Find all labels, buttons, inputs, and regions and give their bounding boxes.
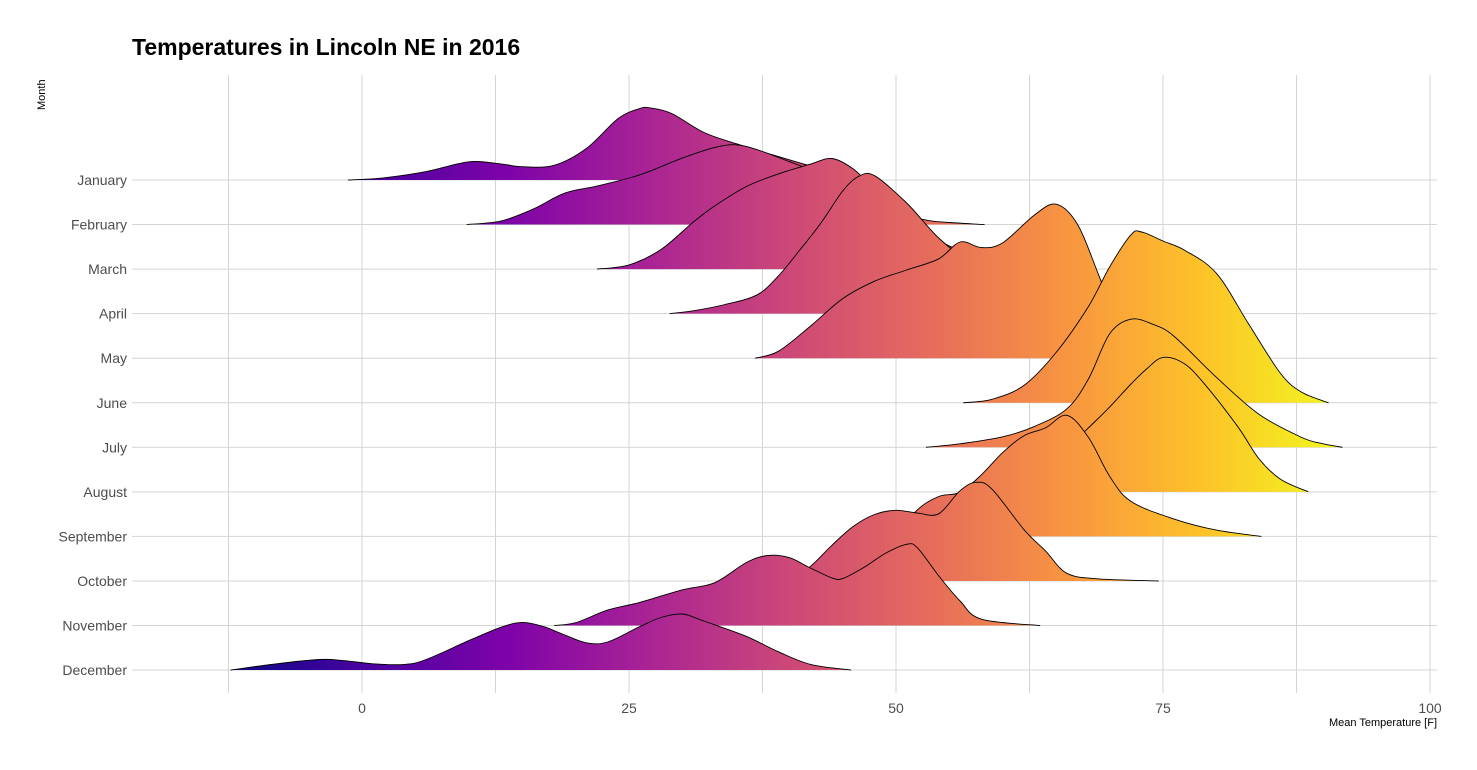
y-tick-november: November — [62, 618, 127, 634]
ridge-november — [554, 543, 1041, 626]
x-tick-labels: 0 25 50 75 100 — [358, 700, 1442, 716]
ridge-june — [963, 230, 1329, 403]
y-tick-september: September — [59, 528, 128, 544]
ridge-december — [230, 613, 852, 671]
y-tick-january: January — [77, 172, 127, 188]
ridge-outline-december — [230, 613, 852, 671]
ridge-outline-july — [925, 318, 1343, 448]
ridge-outline-june — [963, 230, 1329, 404]
y-tick-june: June — [97, 395, 128, 411]
y-tick-april: April — [99, 306, 127, 322]
y-tick-july: July — [102, 439, 127, 455]
y-tick-august: August — [83, 484, 127, 500]
x-tick-75: 75 — [1155, 700, 1171, 716]
x-tick-0: 0 — [358, 700, 366, 716]
density-ridges — [230, 106, 1343, 671]
y-tick-december: December — [62, 662, 127, 678]
y-tick-labels: January February March April May June July Augu… — [59, 172, 128, 678]
x-axis-title: Mean Temperature [F] — [1328, 717, 1437, 729]
x-tick-25: 25 — [621, 700, 637, 716]
x-tick-100: 100 — [1418, 700, 1442, 716]
ridge-outline-may — [754, 203, 1148, 359]
ridge-outline-october — [788, 481, 1159, 582]
ridge-outline-september — [895, 414, 1262, 537]
y-tick-october: October — [77, 573, 127, 589]
ridge-outline-november — [554, 543, 1041, 626]
chart-title: Temperatures in Lincoln NE in 2016 — [132, 34, 521, 60]
y-tick-may: May — [101, 350, 127, 366]
ridge-may — [755, 203, 1147, 359]
x-tick-50: 50 — [888, 700, 904, 716]
y-tick-march: March — [88, 261, 127, 277]
y-tick-february: February — [71, 217, 127, 233]
